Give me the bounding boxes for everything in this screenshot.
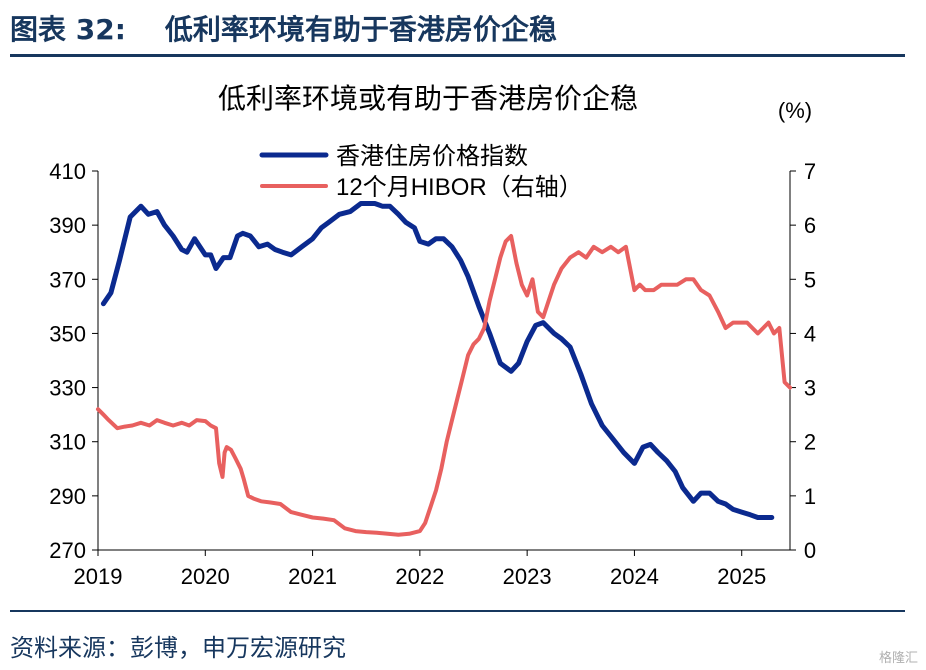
chart-title: 低利率环境或有助于香港房价企稳 — [218, 83, 638, 114]
right-tick-label: 7 — [804, 159, 816, 184]
source-note: 资料来源：彭博，申万宏源研究 — [10, 634, 346, 662]
left-tick-label: 390 — [49, 213, 86, 238]
right-tick-label: 1 — [804, 484, 816, 509]
watermark-text: 格隆汇 — [878, 651, 918, 666]
right-tick-label: 6 — [804, 213, 816, 238]
left-tick-label: 350 — [49, 321, 86, 346]
left-tick-label: 290 — [49, 484, 86, 509]
top-rule — [10, 54, 905, 57]
left-tick-label: 410 — [49, 159, 86, 184]
right-tick-label: 5 — [804, 267, 816, 292]
legend: 香港住房价格指数 12个月HIBOR（右轴） — [259, 143, 583, 201]
chart: 低利率环境或有助于香港房价企稳 (%) 41039037035033031029… — [49, 83, 816, 589]
left-tick-label: 330 — [49, 376, 86, 401]
x-tick-label: 2019 — [74, 564, 123, 589]
axes: 410 390 370 350 330 310 290 270 7 6 5 4 3 2 1 0 2019 2020… — [49, 159, 816, 589]
x-tick-label: 2021 — [288, 564, 337, 589]
series-layer — [96, 201, 792, 537]
left-tick-label: 370 — [49, 267, 86, 292]
x-tick-label: 2023 — [503, 564, 552, 589]
bottom-rule — [10, 610, 905, 612]
left-tick-label: 310 — [49, 430, 86, 455]
left-tick-label: 270 — [49, 538, 86, 563]
series-line-house-price-index — [100, 201, 775, 520]
x-tick-label: 2020 — [181, 564, 230, 589]
x-tick-label: 2025 — [717, 564, 766, 589]
series-line-hibor — [96, 234, 792, 537]
legend-label: 12个月HIBOR（右轴） — [336, 174, 583, 201]
right-tick-label: 4 — [804, 321, 816, 346]
legend-label: 香港住房价格指数 — [336, 143, 528, 170]
figure-title: 图表 32: 低利率环境有助于香港房价企稳 — [10, 8, 557, 48]
figure-title-text: 低利率环境有助于香港房价企稳 — [164, 13, 557, 46]
right-axis-unit: (%) — [778, 98, 812, 123]
x-tick-label: 2024 — [610, 564, 659, 589]
right-tick-label: 0 — [804, 538, 816, 563]
x-tick-label: 2022 — [395, 564, 444, 589]
right-tick-label: 2 — [804, 430, 816, 455]
figure-label: 图表 32: — [10, 13, 126, 46]
right-tick-label: 3 — [804, 376, 816, 401]
